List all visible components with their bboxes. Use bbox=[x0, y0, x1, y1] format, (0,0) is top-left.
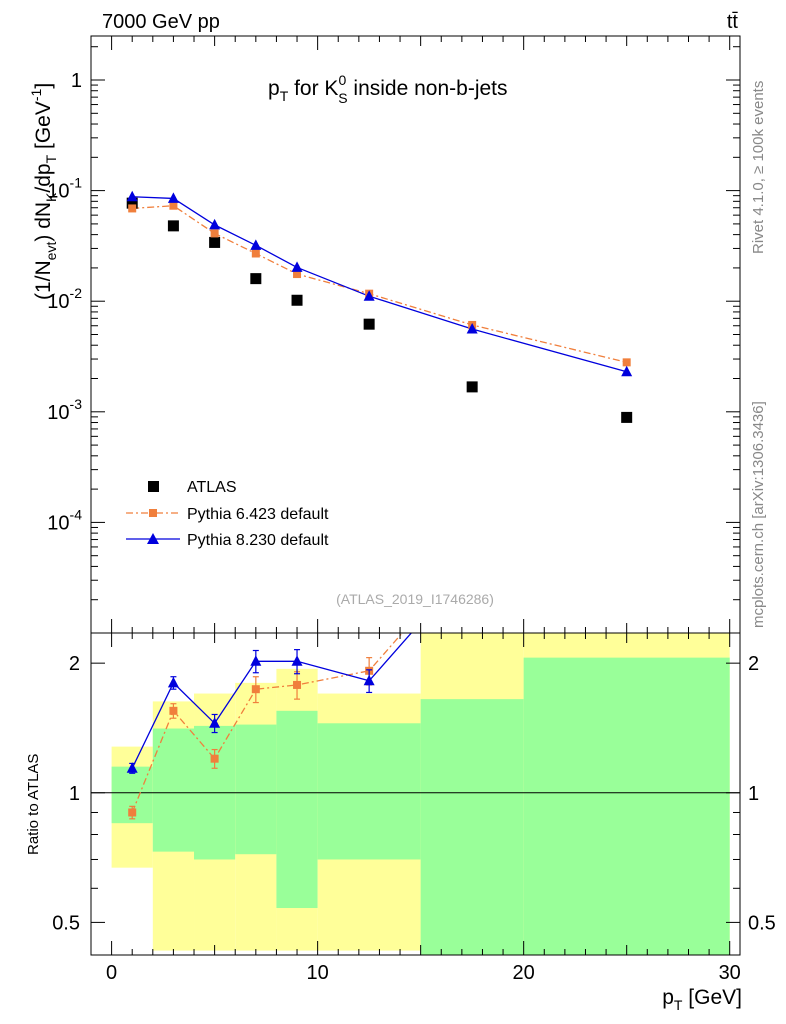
ratio-y-axis-label: Ratio to ATLAS bbox=[25, 754, 42, 855]
atlas-data-point bbox=[621, 411, 633, 423]
pythia6-data-point bbox=[169, 201, 178, 210]
top-ytick-label: 10-3 bbox=[47, 396, 82, 424]
atlas-data-point bbox=[209, 236, 221, 248]
ratio-pythia8-point bbox=[363, 674, 375, 686]
main-panel: 10-4 10-3 10-2 10-1 1 pT for K0 S inside non-… bbox=[28, 35, 741, 634]
ratio-inner-band bbox=[317, 723, 421, 860]
ratio-pythia6-point bbox=[293, 680, 302, 689]
header-process-label: tt̄ bbox=[727, 11, 739, 33]
ratio-panel: 0.5 0.5 1 1 2 2 0 10 20 30 Ratio to ATLAS pT [Ge… bbox=[25, 549, 776, 1013]
top-series-line-1 bbox=[132, 205, 627, 363]
ratio-pythia8-point bbox=[291, 655, 303, 666]
x-tick-label: 10 bbox=[307, 962, 329, 984]
top-series-line-2 bbox=[132, 196, 627, 373]
pythia6-data-point bbox=[128, 204, 137, 213]
top-ytick-label: 10-4 bbox=[47, 506, 82, 534]
top-ytick-label: 10-2 bbox=[47, 285, 82, 313]
pythia6-data-point bbox=[210, 229, 219, 238]
ratio-pythia6-point bbox=[210, 754, 219, 763]
pythia8-data-point bbox=[363, 290, 375, 301]
x-axis-label: pT [GeV] bbox=[662, 986, 742, 1013]
pythia6-data-point bbox=[622, 358, 631, 367]
atlas-data-point bbox=[126, 197, 138, 209]
ratio-ytick-label-right: 2 bbox=[748, 653, 759, 675]
atlas-data-point bbox=[291, 294, 303, 306]
ratio-pythia8-point bbox=[167, 676, 179, 688]
pythia8-data-point bbox=[291, 261, 303, 272]
ratio-pythia8-point bbox=[126, 762, 138, 773]
top-marker-layer bbox=[126, 190, 633, 423]
pythia8-data-point bbox=[621, 365, 633, 377]
ratio-tick-layer bbox=[91, 633, 740, 955]
ratio-inner-band bbox=[235, 724, 277, 855]
top-ytick-label: 1 bbox=[71, 70, 82, 92]
legend-entry-atlas: ATLAS bbox=[148, 479, 237, 496]
atlas-data-point bbox=[466, 381, 478, 393]
x-tick-label: 30 bbox=[719, 962, 741, 984]
top-line-layer bbox=[132, 196, 627, 373]
pythia8-data-point bbox=[466, 323, 478, 334]
legend-atlas-marker bbox=[148, 481, 159, 492]
legend: ATLAS Pythia 6.423 default Pythia 8.230 … bbox=[126, 479, 329, 549]
pythia6-data-point bbox=[251, 249, 260, 258]
x-tick-label: 20 bbox=[513, 962, 535, 984]
ratio-pythia8-point bbox=[209, 717, 221, 728]
top-tick-layer bbox=[91, 36, 740, 634]
ratio-inner-band bbox=[420, 699, 524, 955]
ratio-panel-frame bbox=[90, 632, 741, 956]
ratio-band-layer bbox=[111, 633, 730, 955]
ratio-ytick-label-left: 0.5 bbox=[52, 912, 80, 934]
ratio-pythia6-point bbox=[128, 808, 137, 817]
ratio-inner-band bbox=[523, 657, 730, 955]
pythia8-data-point bbox=[167, 192, 179, 203]
ratio-ytick-labels: 0.5 0.5 1 1 2 2 bbox=[52, 653, 776, 934]
ratio-ytick-label-left: 1 bbox=[69, 783, 80, 805]
ratio-ytick-label-left: 2 bbox=[69, 653, 80, 675]
pythia8-data-point bbox=[126, 190, 138, 202]
legend-entry-pythia6: Pythia 6.423 default bbox=[126, 506, 329, 523]
mcplots-source-label: mcplots.cern.ch [arXiv:1306.3436] bbox=[750, 401, 767, 628]
legend-pythia6-label: Pythia 6.423 default bbox=[187, 506, 329, 523]
header-energy-label: 7000 GeV pp bbox=[102, 11, 220, 33]
ratio-pythia8-point bbox=[467, 558, 478, 569]
atlas-data-point bbox=[363, 318, 375, 330]
ratio-marker-layer bbox=[126, 549, 478, 820]
pythia8-data-point bbox=[250, 239, 262, 250]
ratio-ytick-label-right: 0.5 bbox=[748, 912, 776, 934]
ratio-pythia6-point bbox=[468, 549, 476, 557]
plot-title: pT for K0 S inside non-b-jets bbox=[268, 72, 508, 106]
top-y-axis-label: (1/Nevt) dNK/dpT [GeV-1] bbox=[28, 83, 59, 300]
rivet-version-label: Rivet 4.1.0, ≥ 100k events bbox=[750, 81, 767, 254]
x-tick-label: 0 bbox=[106, 962, 117, 984]
pythia8-data-point bbox=[209, 218, 221, 230]
atlas-data-point bbox=[250, 273, 262, 285]
ratio-pythia6-point bbox=[169, 706, 178, 715]
analysis-watermark: (ATLAS_2019_I1746286) bbox=[336, 591, 494, 607]
atlas-data-point bbox=[167, 220, 179, 232]
legend-entry-pythia8: Pythia 8.230 default bbox=[126, 532, 329, 549]
legend-pythia8-marker bbox=[147, 533, 159, 544]
ratio-inner-band bbox=[276, 710, 318, 909]
legend-pythia6-marker bbox=[149, 509, 157, 517]
ratio-pythia6-point bbox=[251, 685, 260, 694]
ratio-inner-band bbox=[152, 728, 195, 852]
ratio-xtick-labels: 0 10 20 30 bbox=[106, 962, 741, 984]
legend-atlas-label: ATLAS bbox=[187, 479, 237, 496]
pythia6-data-point bbox=[293, 270, 302, 279]
legend-pythia8-label: Pythia 8.230 default bbox=[187, 532, 329, 549]
ratio-ytick-label-right: 1 bbox=[748, 783, 759, 805]
top-ytick-label: 10-1 bbox=[47, 175, 82, 203]
ratio-pythia8-point bbox=[250, 655, 262, 666]
top-ytick-labels: 10-4 10-3 10-2 10-1 1 bbox=[47, 70, 82, 534]
